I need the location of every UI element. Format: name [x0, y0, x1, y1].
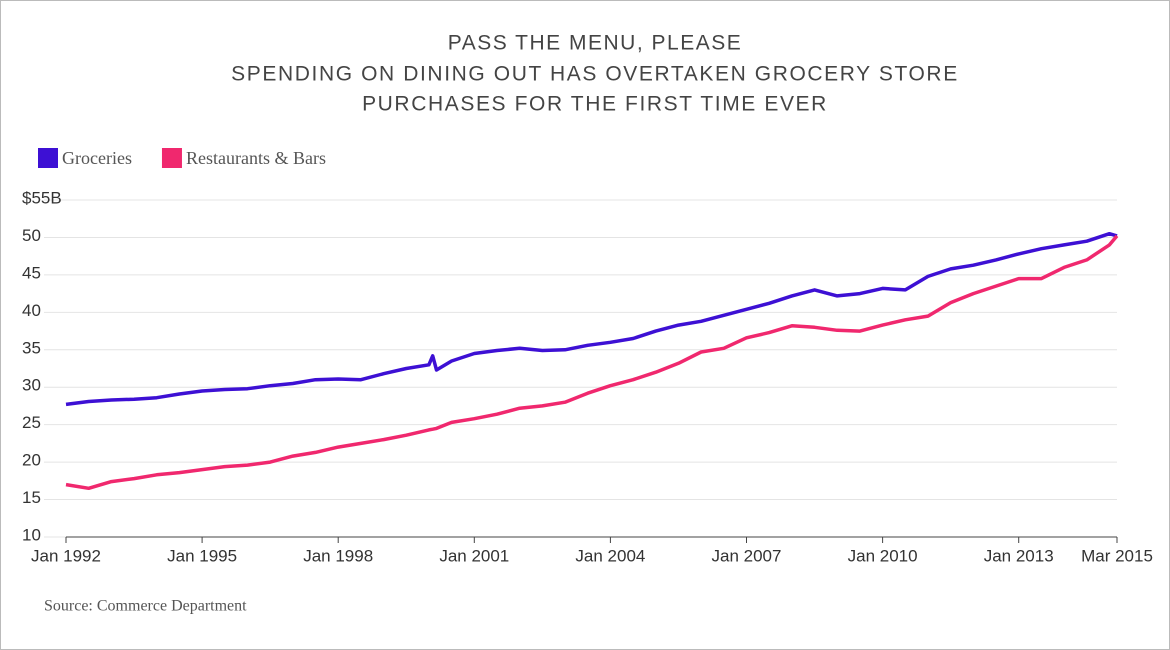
chart-subtitle: PURCHASES FOR THE FIRST TIME EVER [362, 93, 828, 116]
chart-title: PASS THE MENU, PLEASE [448, 32, 742, 55]
x-tick-label: Jan 2007 [712, 546, 782, 565]
chart-subtitle: SPENDING ON DINING OUT HAS OVERTAKEN GRO… [231, 63, 959, 86]
x-tick-label: Mar 2015 [1081, 546, 1153, 565]
legend-label: Restaurants & Bars [186, 148, 326, 168]
x-tick-label: Jan 2013 [984, 546, 1054, 565]
y-tick-label: 50 [22, 226, 41, 245]
legend-swatch [161, 148, 182, 168]
legend-swatch [38, 148, 58, 168]
x-tick-label: Jan 2004 [575, 546, 645, 565]
y-tick-label: $55B [22, 188, 62, 207]
y-tick-label: 40 [22, 301, 41, 320]
legend-label: Groceries [62, 148, 132, 168]
x-tick-label: Jan 1995 [167, 546, 237, 565]
series-line [65, 234, 1119, 491]
y-tick-label: 35 [22, 338, 41, 357]
y-tick-label: 10 [22, 525, 41, 544]
y-tick-label: 15 [22, 488, 41, 507]
x-tick-label: Jan 2001 [439, 546, 509, 565]
x-tick-label: Jan 1998 [303, 546, 373, 565]
source: Source: Commerce Department [44, 598, 247, 615]
series-line [65, 231, 1118, 407]
y-tick-label: 30 [22, 376, 41, 395]
y-tick-label: 20 [22, 451, 41, 470]
y-tick-label: 45 [22, 263, 41, 282]
y-tick-label: 25 [22, 413, 41, 432]
x-tick-label: Jan 1992 [31, 546, 101, 565]
x-tick-label: Jan 2010 [848, 546, 918, 565]
